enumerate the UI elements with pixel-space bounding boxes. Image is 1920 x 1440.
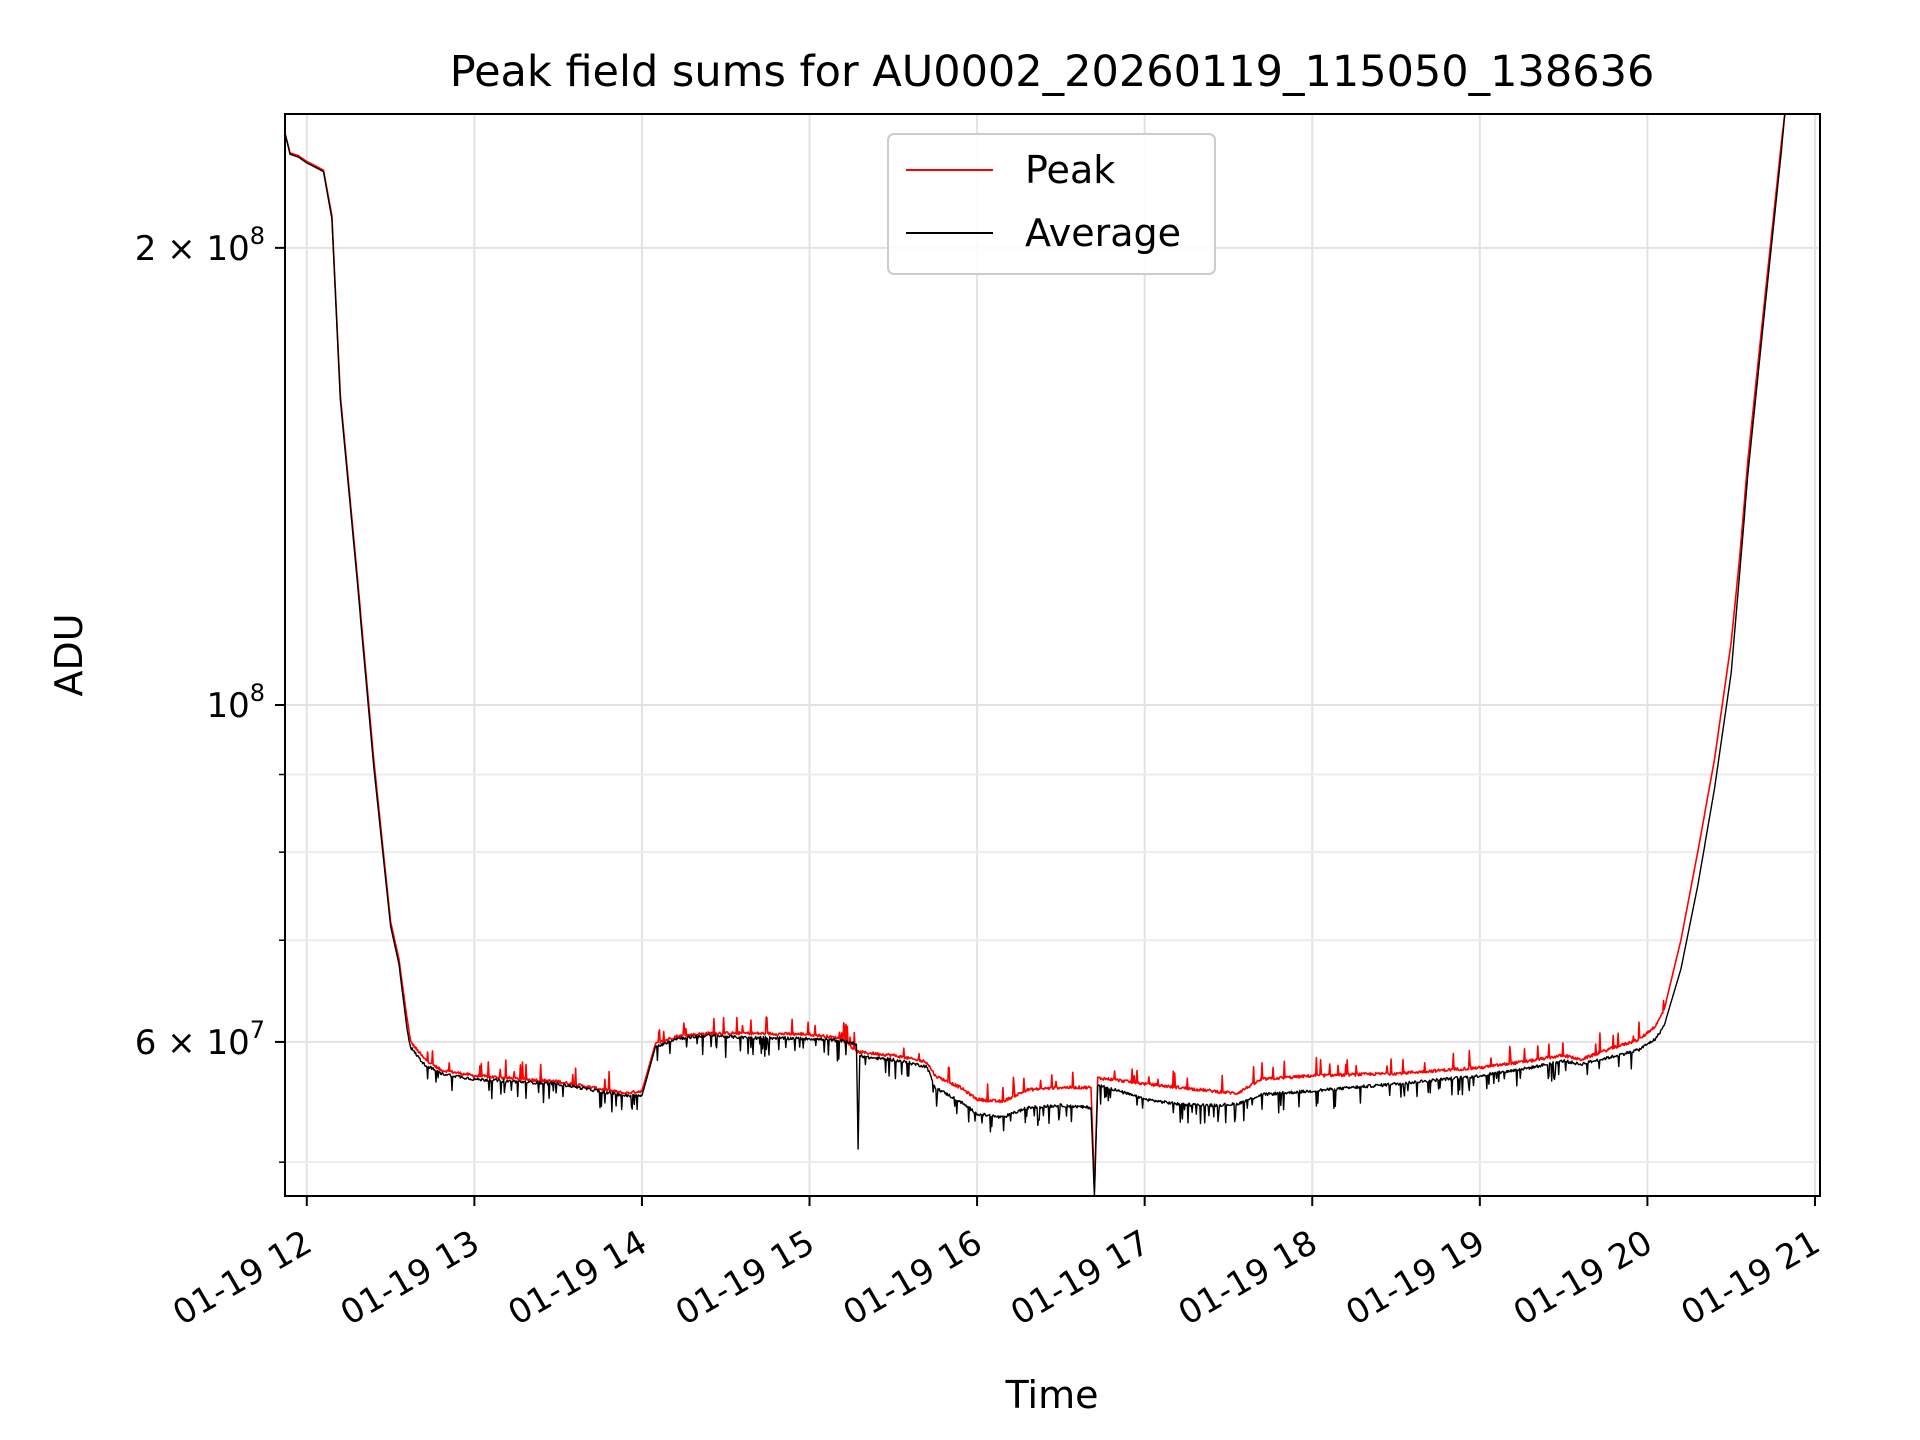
y-tick-label-exponent: 8 [250, 679, 265, 707]
y-tick-label-base: 10 [206, 686, 249, 726]
y-tick-label: 2 × 108 [135, 222, 265, 269]
y-tick-label-exponent: 7 [250, 1016, 265, 1044]
legend-label-peak: Peak [1025, 148, 1115, 192]
y-tick-label-exponent: 8 [250, 222, 265, 250]
y-tick-label-base: 2 × 10 [135, 229, 250, 269]
y-axis-label: ADU [47, 613, 91, 696]
x-axis-label: Time [1005, 1373, 1099, 1417]
y-tick-label-base: 6 × 10 [135, 1023, 250, 1063]
legend: Peak Average [887, 133, 1216, 275]
series-line-peak [285, 114, 1786, 1190]
y-tick-label: 108 [206, 679, 265, 726]
plot-frame [284, 113, 1821, 1197]
legend-label-average: Average [1025, 211, 1181, 255]
chart-title: Peak field sums for AU0002_20260119_1150… [450, 47, 1655, 97]
series-line-average [285, 114, 1786, 1196]
y-tick-label: 6 × 107 [135, 1016, 265, 1063]
series-layer [285, 114, 1786, 1196]
